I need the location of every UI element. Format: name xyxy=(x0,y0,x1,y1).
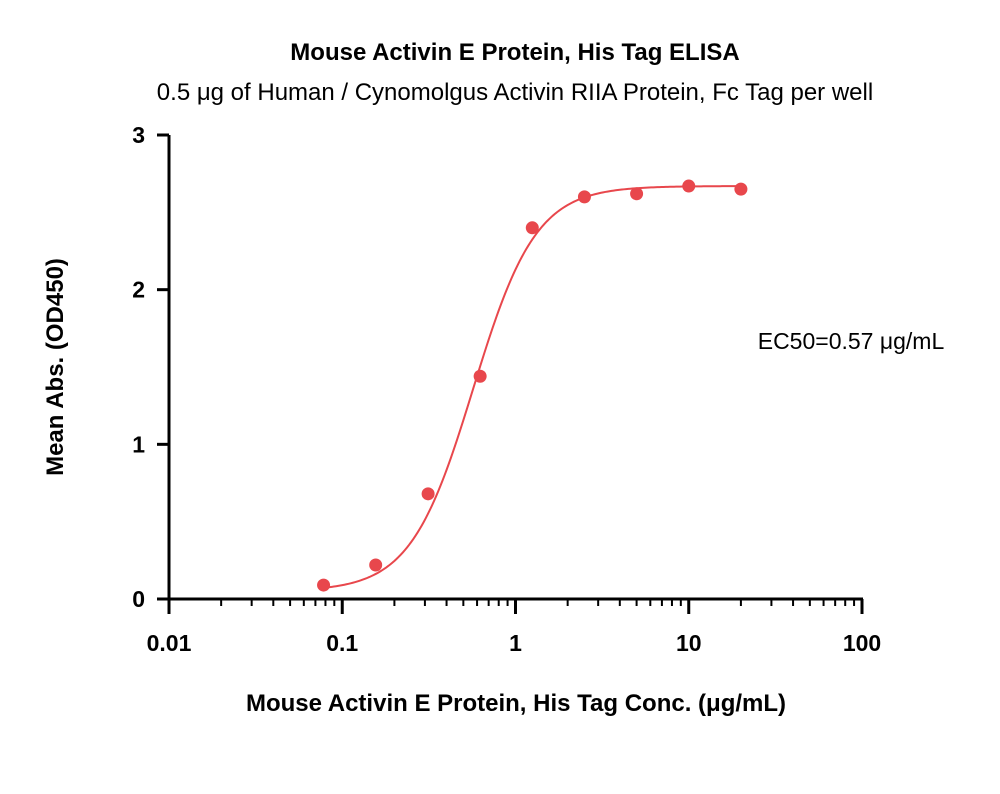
y-tick-label: 2 xyxy=(132,277,145,303)
y-ticks: 0 1 2 3 xyxy=(132,122,169,612)
chart-title: Mouse Activin E Protein, His Tag ELISA xyxy=(290,39,739,66)
x-tick-label: 100 xyxy=(843,630,881,656)
y-axis-label: Mean Abs. (OD450) xyxy=(42,258,69,476)
y-tick-label: 1 xyxy=(132,431,145,457)
data-point xyxy=(525,221,539,235)
data-point xyxy=(421,487,435,501)
data-points xyxy=(317,179,748,592)
x-tick-label: 1 xyxy=(509,630,522,656)
y-tick-label: 0 xyxy=(132,586,145,612)
data-point xyxy=(682,179,696,193)
fit-curve xyxy=(323,185,741,589)
x-axis-label: Mouse Activin E Protein, His Tag Conc. (… xyxy=(246,690,786,717)
data-point xyxy=(369,558,383,572)
ec50-annotation: EC50=0.57 μg/mL xyxy=(758,328,945,354)
data-point xyxy=(577,190,591,204)
chart-subtitle: 0.5 μg of Human / Cynomolgus Activin RII… xyxy=(157,79,873,106)
y-tick-label: 3 xyxy=(132,122,145,148)
data-point xyxy=(734,182,748,196)
data-point xyxy=(317,578,331,592)
data-point xyxy=(473,369,487,383)
data-point xyxy=(630,187,644,201)
x-ticks: 0.01 0.1 1 10 100 xyxy=(147,599,881,656)
x-tick-label: 10 xyxy=(676,630,702,656)
x-tick-label: 0.1 xyxy=(326,630,358,656)
x-tick-label: 0.01 xyxy=(147,630,192,656)
